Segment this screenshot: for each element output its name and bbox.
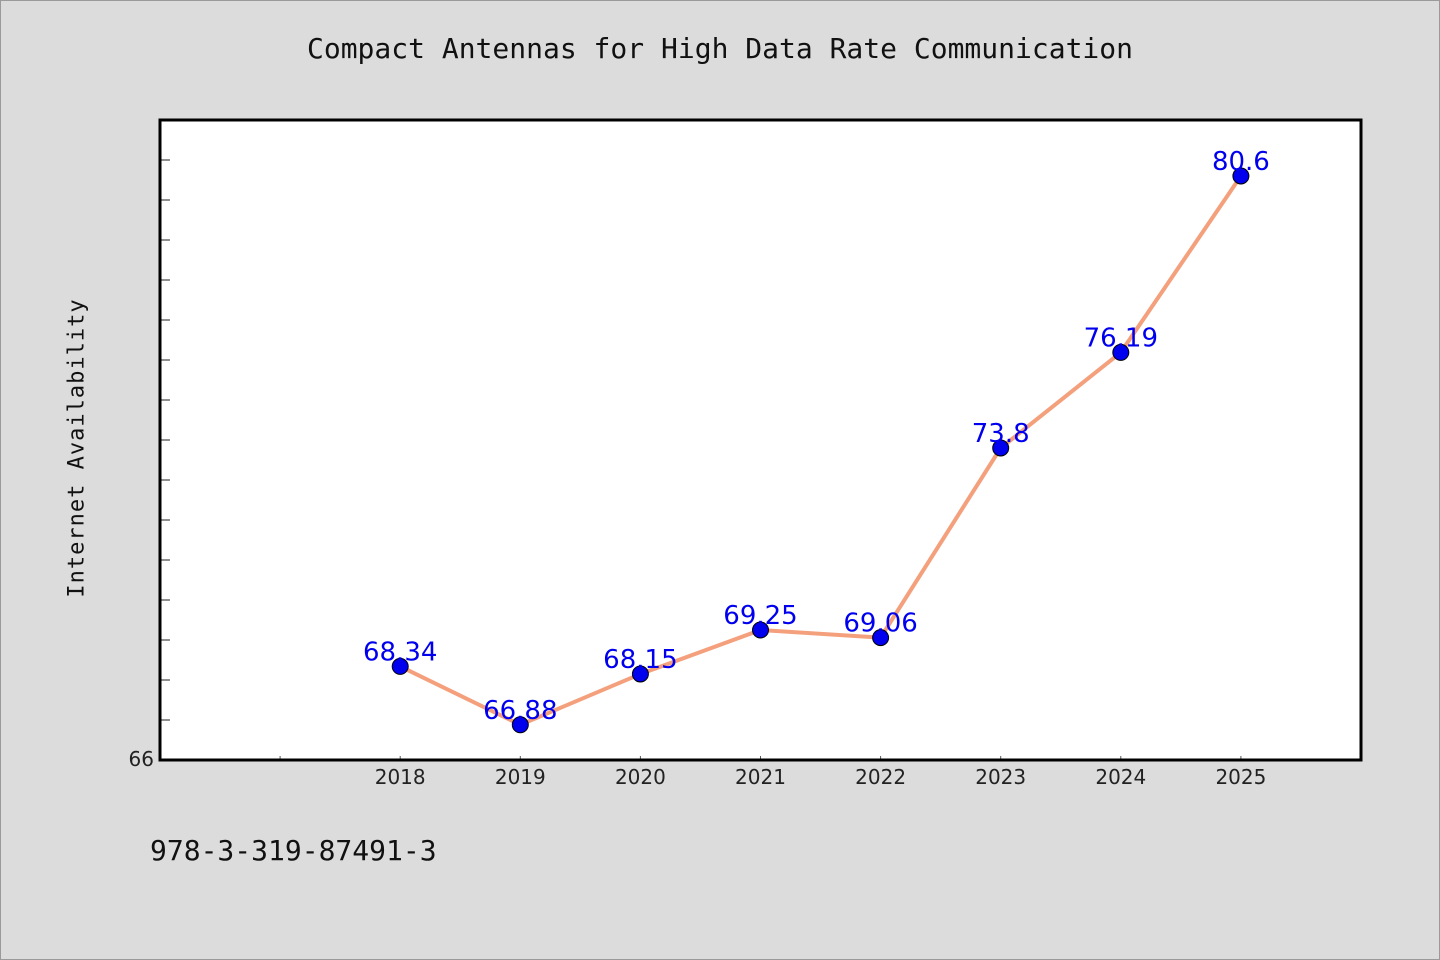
x-tick-label: 2020 — [615, 765, 666, 789]
data-point — [1112, 343, 1130, 361]
x-tick-label: 2021 — [735, 765, 786, 789]
data-point — [511, 716, 529, 734]
x-tick-label: 2025 — [1215, 765, 1266, 789]
footer-code: 978-3-319-87491-3 — [150, 834, 437, 867]
x-tick-label: 2024 — [1095, 765, 1146, 789]
data-point — [631, 665, 649, 683]
data-point — [1232, 167, 1250, 185]
data-label: 68.15 — [603, 645, 677, 675]
chart-title: Compact Antennas for High Data Rate Comm… — [306, 32, 1133, 65]
data-point — [752, 621, 769, 639]
data-point — [992, 439, 1010, 457]
x-tick-label: 2018 — [375, 765, 426, 789]
series-line — [398, 174, 1243, 727]
data-point — [872, 629, 890, 647]
data-label: 76.19 — [1084, 323, 1158, 353]
x-tick-label: 2023 — [975, 765, 1026, 789]
data-label: 69.06 — [843, 609, 917, 639]
data-label: 80.6 — [1212, 147, 1270, 177]
x-tick-label: 2022 — [855, 765, 906, 789]
data-point — [391, 657, 409, 675]
data-label: 69.25 — [723, 601, 797, 631]
plot-border — [158, 118, 1363, 762]
data-label: 73.8 — [972, 419, 1030, 449]
data-label: 66.88 — [483, 696, 557, 726]
data-label: 68.34 — [363, 637, 437, 667]
y-tick-label: 66 — [129, 747, 154, 771]
x-tick-label: 2019 — [495, 765, 546, 789]
plot-area — [160, 120, 1361, 760]
